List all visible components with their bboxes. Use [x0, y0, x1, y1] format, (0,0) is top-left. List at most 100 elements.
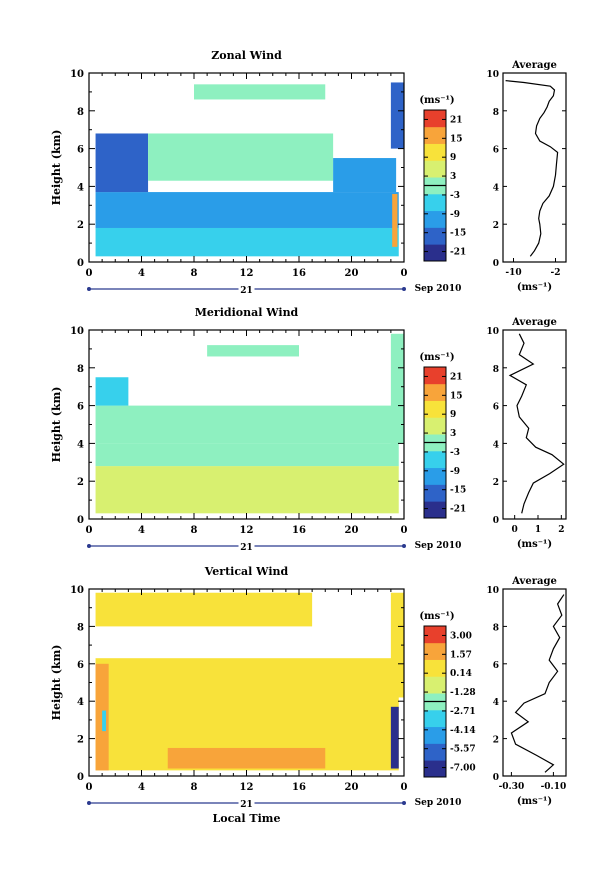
x-tick-label: 12: [240, 525, 254, 536]
chart-title: Meridional Wind: [195, 306, 299, 319]
average-y-tick-label: 2: [493, 221, 499, 231]
heatmap-region-5: [333, 158, 397, 193]
y-axis-label: Height (km): [50, 130, 63, 206]
x-tick-label: 8: [191, 782, 198, 793]
heatmap-region-4: [95, 592, 313, 627]
colorbar-segment: [424, 626, 446, 644]
month-label: Sep 2010: [415, 798, 462, 808]
date-label: 21: [240, 800, 253, 810]
colorbar-tick-label: -7.00: [450, 764, 476, 774]
colorbar-unit: (ms⁻¹): [419, 611, 454, 622]
colorbar-segment: [424, 193, 446, 212]
average-x-tick-label: -0.10: [541, 782, 567, 792]
heatmap-region-3: [95, 405, 399, 444]
colorbar-tick-label: 3.00: [450, 631, 472, 641]
date-line-end: [402, 287, 406, 291]
colorbar-segment: [424, 676, 446, 694]
x-tick-label: 0: [401, 268, 408, 279]
date-label: 21: [240, 286, 253, 296]
average-x-axis-label: (ms⁻¹): [517, 796, 552, 807]
average-x-tick-label: 1: [535, 525, 541, 535]
heatmap-region-6: [207, 345, 299, 357]
average-y-tick-label: 2: [493, 478, 499, 488]
heatmap-region-4: [148, 133, 334, 181]
colorbar-tick-label: 0.14: [450, 669, 472, 679]
chart-title: Vertical Wind: [204, 565, 289, 578]
colorbar-segment: [424, 501, 446, 519]
average-x-axis-label: (ms⁻¹): [517, 282, 552, 293]
heatmap-region-7: [102, 710, 107, 732]
colorbar-tick-label: 21: [450, 115, 463, 125]
y-axis-label: Height (km): [50, 645, 63, 721]
colorbar-tick-label: 1.57: [450, 650, 472, 660]
heatmap-region-4: [95, 377, 129, 406]
colorbar-segment: [424, 642, 446, 660]
x-tick-label: 0: [86, 525, 93, 536]
average-frame: [502, 72, 567, 263]
y-tick-label: 4: [77, 182, 84, 193]
colorbar-segment: [424, 726, 446, 744]
colorbar-tick-label: 21: [450, 372, 463, 382]
chart-title: Zonal Wind: [211, 49, 282, 62]
average-x-tick-label: 0: [512, 525, 518, 535]
average-y-tick-label: 10: [486, 327, 499, 337]
date-label-bg: [238, 540, 255, 552]
colorbar-tick-label: -9: [450, 467, 460, 477]
colorbar-tick-label: 9: [450, 153, 456, 163]
y-tick-label: 4: [77, 697, 84, 708]
heatmap-field: [95, 82, 404, 257]
y-tick-label: 0: [77, 772, 84, 783]
colorbar-segment: [424, 743, 446, 761]
colorbar-segment: [424, 160, 446, 178]
y-tick-label: 10: [70, 326, 84, 337]
heatmap-region-6: [390, 706, 399, 769]
average-profile-line: [505, 80, 559, 257]
average-y-tick-label: 4: [493, 698, 499, 708]
average-x-tick-label: -10: [505, 268, 521, 278]
average-frame: [502, 588, 567, 777]
colorbar-tick-label: -1.28: [450, 688, 476, 698]
x-tick-label: 20: [345, 525, 359, 536]
y-tick-label: 0: [77, 258, 84, 269]
colorbar-tick-label: -15: [450, 229, 466, 239]
x-axis-label: Local Time: [213, 812, 281, 825]
x-tick-label: 8: [191, 268, 198, 279]
average-frame: [502, 329, 567, 520]
colorbar-tick-label: 3: [450, 429, 456, 439]
average-y-tick-label: 6: [493, 403, 499, 413]
average-y-tick-label: 4: [493, 440, 499, 450]
heatmap-region-1: [95, 466, 399, 514]
colorbar-tick-label: -4.14: [450, 726, 476, 736]
colorbar-segment: [424, 126, 446, 144]
heatmap-region-1: [95, 227, 399, 257]
average-title: Average: [511, 317, 557, 328]
y-tick-label: 2: [77, 220, 84, 231]
heatmap-region-2: [95, 192, 399, 228]
colorbar-segment: [424, 450, 446, 469]
colorbar-segment: [424, 484, 446, 502]
colorbar-tick-label: -15: [450, 486, 466, 496]
x-tick-label: 12: [240, 268, 254, 279]
y-tick-label: 10: [70, 585, 84, 596]
date-line-end: [402, 544, 406, 548]
average-title: Average: [511, 576, 557, 587]
colorbar-tick-label: 15: [450, 134, 463, 144]
date-line-start: [87, 544, 91, 548]
x-tick-label: 16: [292, 525, 306, 536]
colorbar-tick-label: -3: [450, 191, 460, 201]
date-label-bg: [238, 283, 255, 295]
colorbar-segment: [424, 467, 446, 485]
average-y-tick-label: 10: [486, 586, 499, 596]
heatmap-region-3: [95, 133, 149, 193]
y-tick-label: 8: [77, 107, 84, 118]
colorbar-tick-label: -21: [450, 248, 466, 258]
colorbar-segment: [424, 367, 446, 385]
heatmap-region-5: [390, 592, 404, 698]
x-tick-label: 4: [138, 525, 145, 536]
y-tick-label: 2: [77, 477, 84, 488]
date-line-end: [402, 801, 406, 805]
average-x-tick-label: -0.30: [499, 782, 525, 792]
average-y-tick-label: 8: [493, 108, 499, 118]
